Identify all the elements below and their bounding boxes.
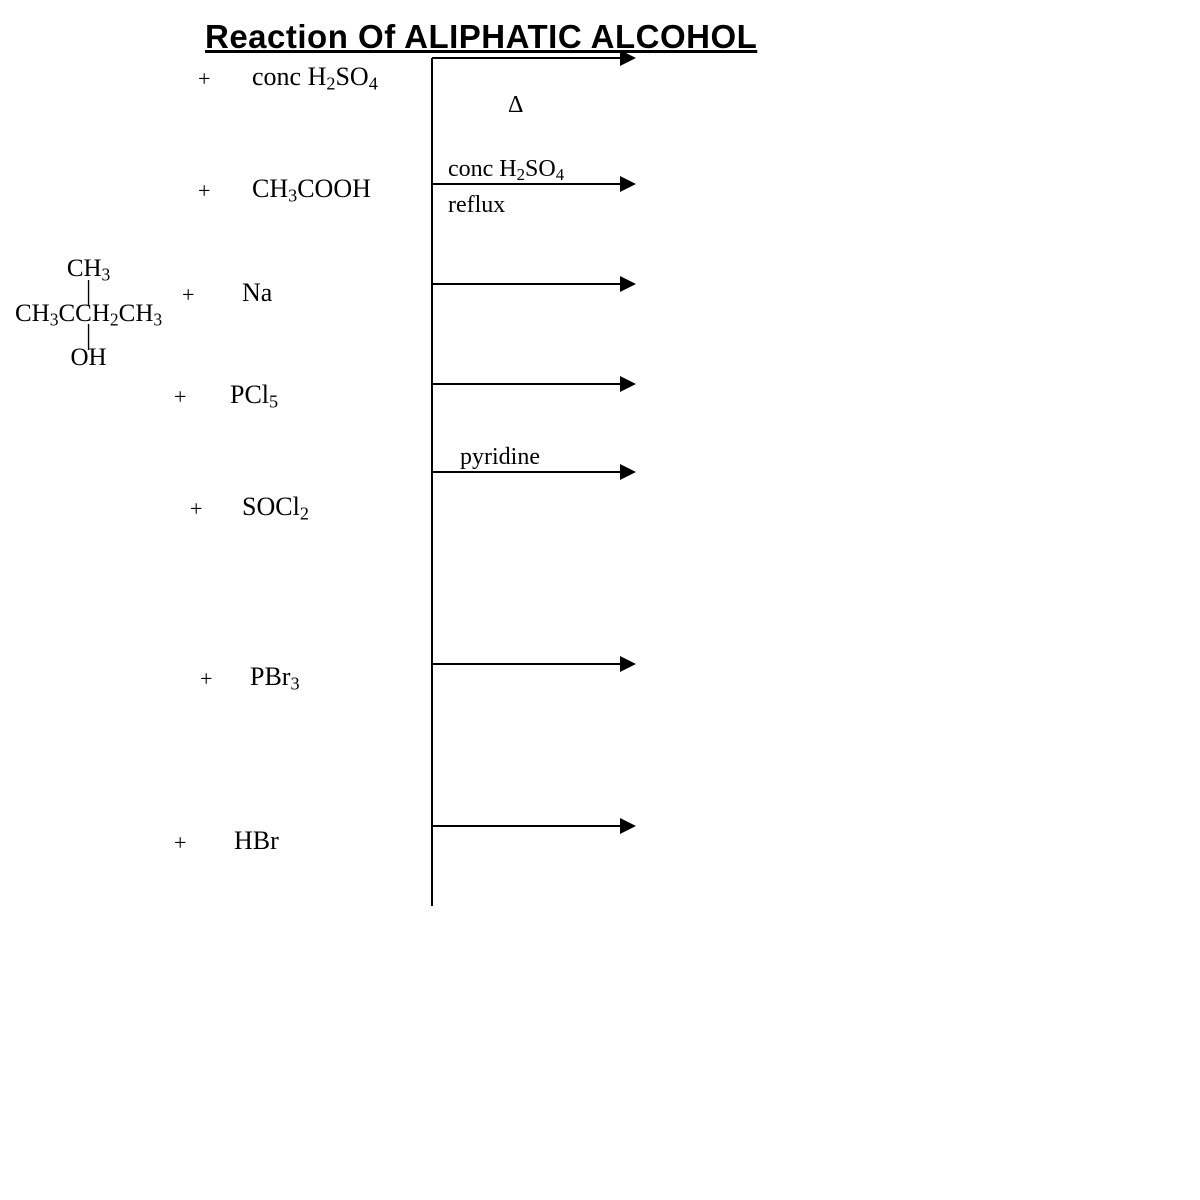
plus-sign-4: + xyxy=(190,496,202,522)
reagent-3: PCl5 xyxy=(230,380,278,413)
condition-above-1: conc H2SO4 xyxy=(448,156,564,185)
plus-sign-5: + xyxy=(200,666,212,692)
plus-sign-2: + xyxy=(182,282,194,308)
reagent-1: CH3COOH xyxy=(252,174,371,207)
reagent-2: Na xyxy=(242,278,272,308)
condition-above-4: pyridine xyxy=(460,444,540,471)
plus-sign-1: + xyxy=(198,178,210,204)
reaction-arrows xyxy=(0,0,1200,1200)
condition-below-0: Δ xyxy=(508,92,523,119)
plus-sign-3: + xyxy=(174,384,186,410)
reagent-4: SOCl2 xyxy=(242,492,309,525)
reagent-6: HBr xyxy=(234,826,279,856)
condition-below-1: reflux xyxy=(448,192,505,219)
reagent-5: PBr3 xyxy=(250,662,300,695)
plus-sign-0: + xyxy=(198,66,210,92)
plus-sign-6: + xyxy=(174,830,186,856)
reagent-0: conc H2SO4 xyxy=(252,62,378,95)
